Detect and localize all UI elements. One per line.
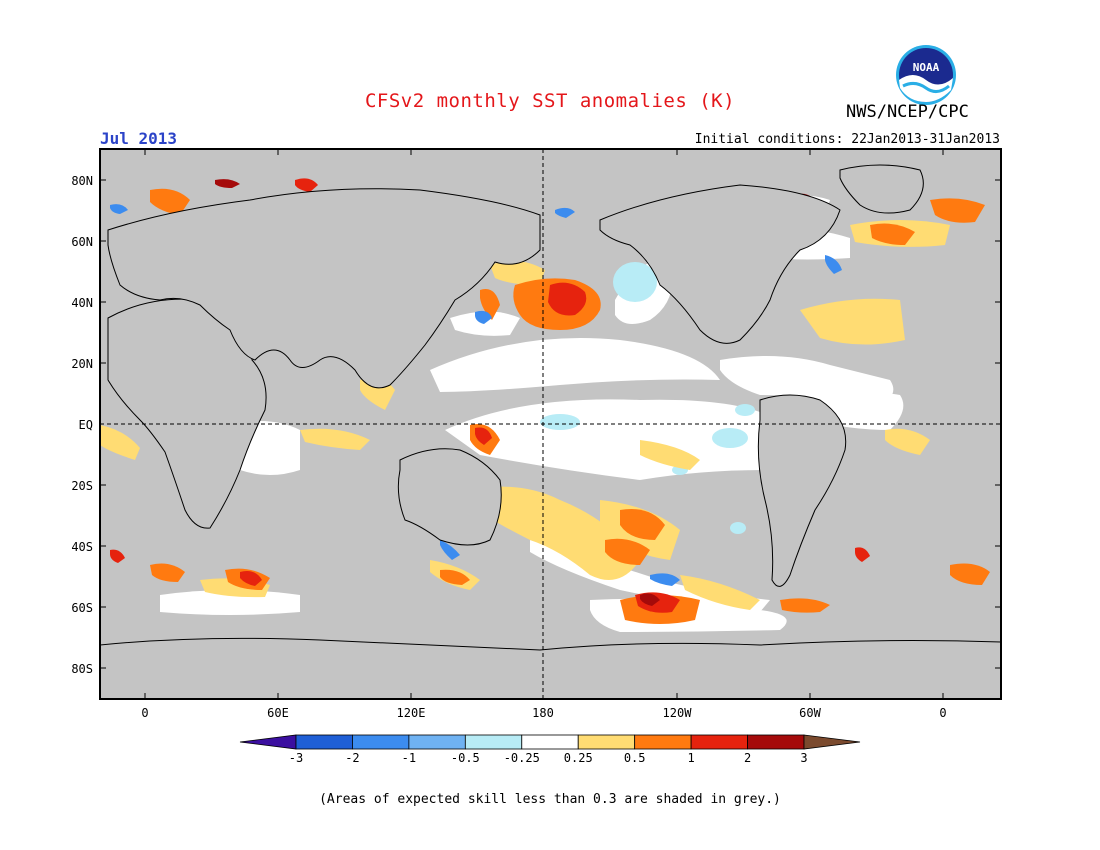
colorbar-tick-label: -0.5 — [451, 751, 480, 765]
colorbar-tick-label: 0.5 — [624, 751, 646, 765]
lon-label: 0 — [141, 706, 148, 720]
lat-label: 60S — [71, 601, 93, 615]
noaa-logo: NOAA — [896, 45, 956, 105]
colorbar-swatch — [747, 734, 805, 750]
colorbar-tick-label: -2 — [345, 751, 359, 765]
slight-negative-areas — [540, 262, 755, 534]
colorbar-swatch — [464, 734, 523, 750]
logo-wordmark: NOAA — [913, 61, 940, 74]
map-title: CFSv2 monthly SST anomalies (K) — [364, 90, 736, 112]
colorbar-min-arrow — [239, 734, 297, 750]
colorbar-swatch — [295, 734, 353, 750]
colorbar-tick-label: -0.25 — [504, 751, 540, 765]
negative-areas — [110, 204, 842, 586]
colorbar-max-arrow — [803, 734, 861, 750]
skill-footnote: (Areas of expected skill less than 0.3 a… — [319, 792, 781, 807]
lon-label: 120E — [397, 706, 426, 720]
continent-outlines — [100, 164, 1001, 699]
initial-conditions: Initial conditions: 22Jan2013-31Jan2013 — [694, 132, 1000, 147]
lat-label: 40S — [71, 540, 93, 554]
colorbar: -3 -2 -1 -0.5 -0.25 0.25 0.5 1 2 3 — [239, 734, 861, 765]
lon-label: 60W — [799, 706, 821, 720]
lon-label: 60E — [267, 706, 289, 720]
colorbar-tick-label: -1 — [402, 751, 416, 765]
colorbar-swatch — [352, 734, 410, 750]
lat-label: EQ — [79, 418, 93, 432]
lat-label: 60N — [71, 235, 93, 249]
lat-label: 80N — [71, 174, 93, 188]
colorbar-tick-label: 2 — [744, 751, 751, 765]
agency-label: NWS/NCEP/CPC — [846, 102, 969, 122]
lat-label: 20S — [71, 479, 93, 493]
colorbar-swatch — [408, 734, 466, 750]
colorbar-swatch — [577, 734, 636, 750]
colorbar-swatch — [634, 734, 692, 750]
strong-positive-areas — [110, 178, 870, 613]
lat-label: 80S — [71, 662, 93, 676]
lon-label: 120W — [663, 706, 693, 720]
colorbar-tick-label: 0.25 — [564, 751, 593, 765]
map-frame — [99, 148, 1002, 700]
colorbar-swatch — [521, 734, 579, 750]
lon-label: 0 — [939, 706, 946, 720]
colorbar-tick-label: -3 — [289, 751, 303, 765]
colorbar-tick-label: 1 — [687, 751, 694, 765]
lat-label: 20N — [71, 357, 93, 371]
colorbar-tick-label: 3 — [800, 751, 807, 765]
latitude-axis: 80N 60N 40N 20N EQ 20S 40S 60S 80S — [71, 174, 1001, 676]
forecast-month: Jul 2013 — [100, 129, 178, 148]
lat-label: 40N — [71, 296, 93, 310]
colorbar-swatch — [690, 734, 748, 750]
lon-label: 180 — [532, 706, 554, 720]
longitude-axis: 0 60E 120E 180 120W 60W 0 — [141, 149, 947, 720]
